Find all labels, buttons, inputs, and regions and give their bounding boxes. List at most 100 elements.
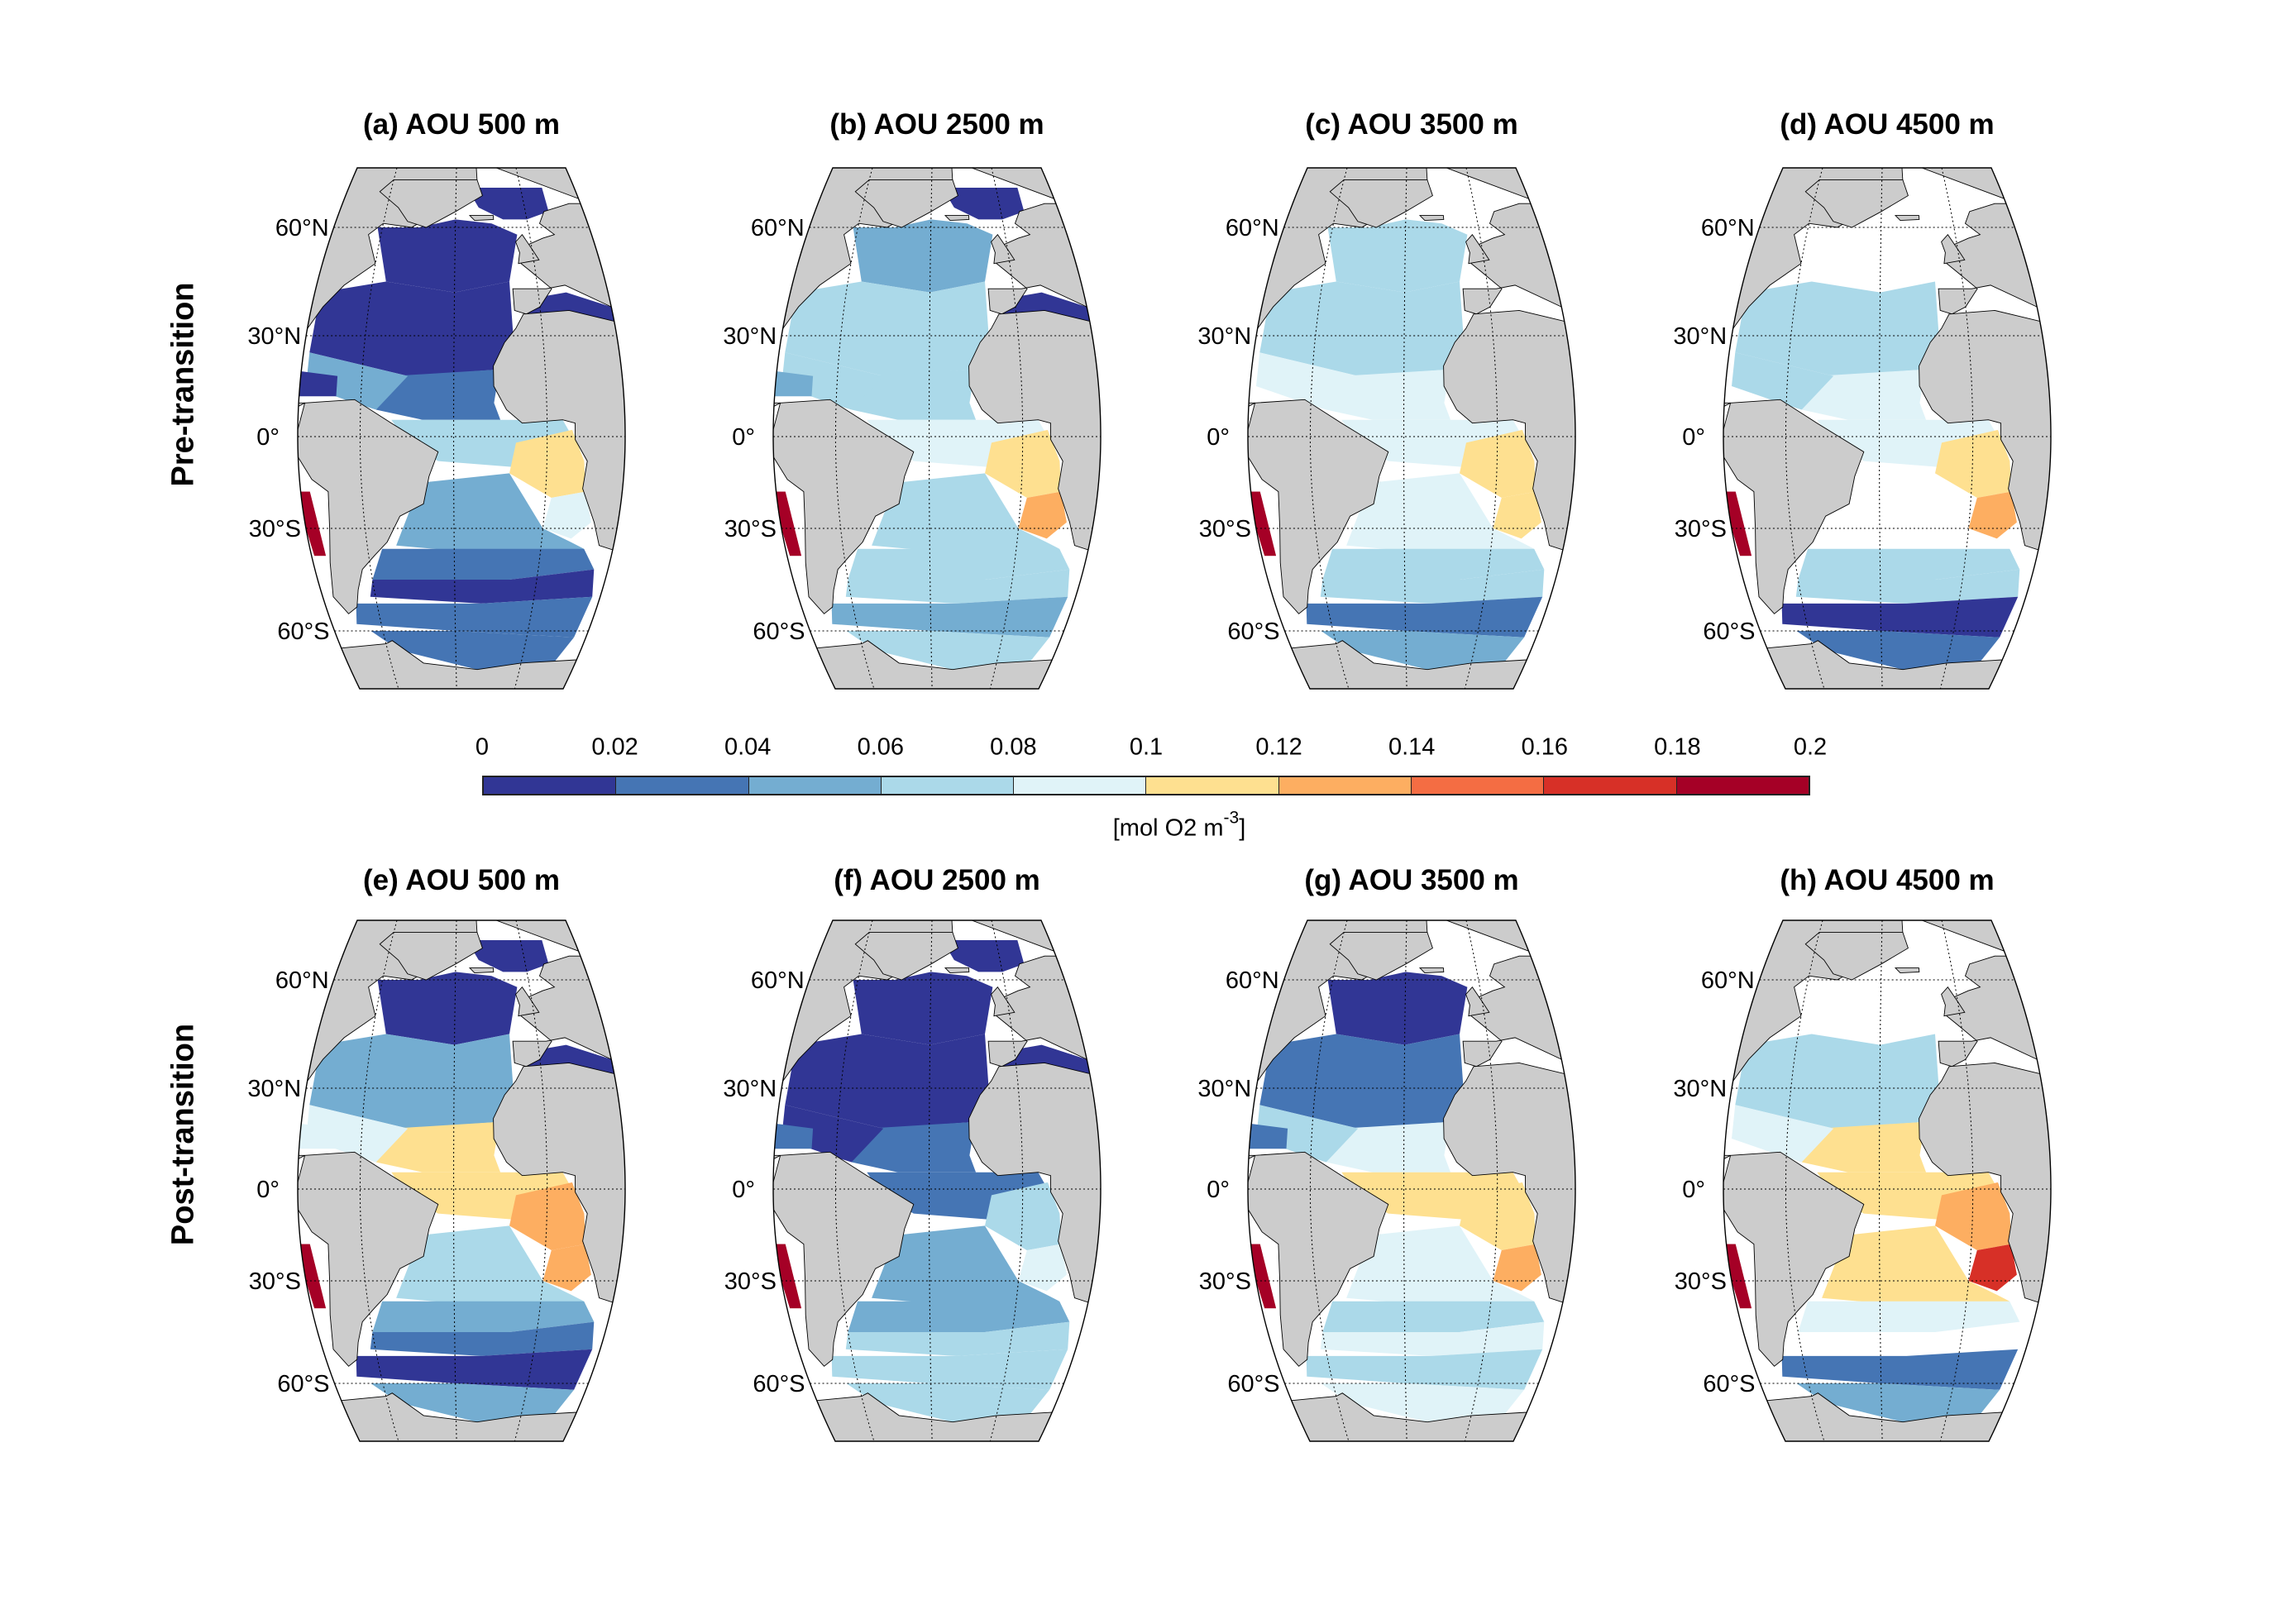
aou-region-weddell [1796, 1383, 2000, 1422]
map-frame [297, 167, 626, 690]
aou-region-south_subtrop [396, 473, 585, 556]
land-mass [493, 309, 625, 563]
latitude-label: 60°S [1703, 619, 1755, 645]
land-mass [1465, 986, 1490, 1017]
aou-region-north [853, 972, 993, 1045]
land-mass [1465, 233, 1490, 265]
land-mass [1418, 967, 1445, 974]
aou-region-south_band [1320, 569, 1545, 604]
latitude-label: 30°N [247, 323, 301, 350]
latitude-label: 0° [1682, 1177, 1705, 1203]
land-mass [318, 1392, 613, 1441]
longitude-gridline [1879, 920, 1883, 1441]
colorbar-tick-label: 0.08 [990, 733, 1037, 761]
colorbar-segment [1278, 777, 1412, 794]
land-mass [773, 1118, 781, 1160]
aou-region-tropics_n [851, 369, 977, 420]
aou-region-subtrop_n [1735, 1034, 1939, 1129]
aou-region-weddell [846, 631, 1050, 670]
aou-region-angola [1460, 1182, 1536, 1250]
aou-region-tropics_w [1256, 352, 1359, 410]
land-mass [944, 967, 970, 974]
land-mass [1443, 309, 1575, 563]
map-panel: 60°N 30°N 0° 30°S 60°S [723, 167, 1102, 690]
latitude-label: 60°N [1226, 215, 1279, 241]
panel-title: (d) AOU 4500 m [1780, 108, 1995, 141]
land-mass [1248, 1118, 1255, 1160]
panel-title: (a) AOU 500 m [363, 108, 560, 141]
land-mass [515, 986, 540, 1017]
aou-region-south_subtrop [1822, 1225, 2010, 1309]
land-mass [1443, 1062, 1575, 1316]
aou-region-tropics_w [781, 1105, 884, 1163]
aou-region-subtrop_n [309, 281, 514, 376]
latitude-label: 30°S [1199, 516, 1251, 542]
longitude-gridline [359, 168, 399, 689]
aou-region-acc [831, 596, 1068, 638]
aou-region-tropics_w [1256, 1105, 1359, 1163]
colorbar-segment [1014, 777, 1147, 794]
latitude-label: 30°N [1673, 323, 1727, 350]
aou-region-tropics_w [1732, 352, 1834, 410]
colorbar-unit-exponent: -3 [1223, 808, 1240, 828]
longitude-gridline [359, 920, 399, 1441]
land-mass [1744, 1392, 2038, 1441]
aou-region-north [1327, 972, 1468, 1045]
map-frame [1723, 919, 2052, 1442]
aou-region-angola [1460, 429, 1536, 498]
aou-region-tropics_n [375, 369, 501, 420]
latitude-label: 0° [256, 424, 280, 451]
aou-region-south_subtrop [1346, 473, 1535, 556]
aou-region-tropics_w [781, 352, 884, 410]
panel-title: (b) AOU 2500 m [829, 108, 1044, 141]
aou-region-caribbean [298, 1121, 338, 1149]
colorbar-tick-label: 0.06 [857, 733, 905, 761]
aou-region-weddell [370, 1383, 575, 1422]
colorbar-segment [748, 777, 882, 794]
longitude-gridline [1464, 168, 1498, 689]
aou-region-tropics_n [1326, 369, 1451, 420]
aou-region-angola [1935, 1182, 2011, 1250]
colorbar-tick-label: 0.12 [1255, 733, 1302, 761]
aou-region-acc [1306, 1349, 1543, 1390]
aou-region-south_mid [848, 548, 1070, 580]
aou-region-south_mid [372, 1301, 595, 1332]
aou-region-tropics_w [1732, 1105, 1834, 1163]
colorbar-segment [1146, 777, 1279, 794]
aou-region-south_subtrop [396, 1225, 585, 1309]
latitude-label: 60°S [1703, 1371, 1755, 1397]
latitude-label: 0° [1207, 424, 1230, 451]
aou-region-weddell [1321, 1383, 1525, 1422]
latitude-label: 0° [256, 1177, 280, 1203]
longitude-gridline [1464, 920, 1498, 1441]
aou-region-benguela [1968, 1244, 2017, 1292]
longitude-gridline [1309, 920, 1350, 1441]
longitude-gridline [1879, 168, 1883, 689]
aou-region-south_subtrop [872, 1225, 1060, 1309]
aou-region-tropics_n [1326, 1121, 1451, 1173]
land-mass [1919, 1062, 2051, 1316]
longitude-gridline [929, 920, 933, 1441]
latitude-label: 60°N [275, 967, 329, 994]
longitude-gridline [514, 920, 548, 1441]
land-mass [1919, 309, 2051, 563]
aou-region-south_band [370, 569, 595, 604]
land-mass [1248, 399, 1389, 614]
aou-region-north [377, 972, 518, 1045]
aou-region-caribbean [298, 369, 338, 397]
aou-region-tropics_w [306, 1105, 409, 1163]
land-mass [1941, 233, 1966, 265]
latitude-label: 0° [1207, 1177, 1230, 1203]
latitude-label: 30°N [723, 1076, 777, 1102]
panel-title: (c) AOU 3500 m [1305, 108, 1518, 141]
latitude-label: 60°N [751, 967, 805, 994]
latitude-label: 0° [732, 1177, 755, 1203]
latitude-label: 30°N [247, 1076, 301, 1102]
colorbar-tick-label: 0.2 [1793, 733, 1828, 761]
latitude-label: 60°N [751, 215, 805, 241]
aou-region-acc [831, 1349, 1068, 1390]
map-panel: 60°N 30°N 0° 30°S 60°S [247, 919, 626, 1442]
longitude-gridline [1785, 168, 1825, 689]
latitude-label: 30°N [1197, 323, 1251, 350]
land-mass [773, 399, 915, 614]
